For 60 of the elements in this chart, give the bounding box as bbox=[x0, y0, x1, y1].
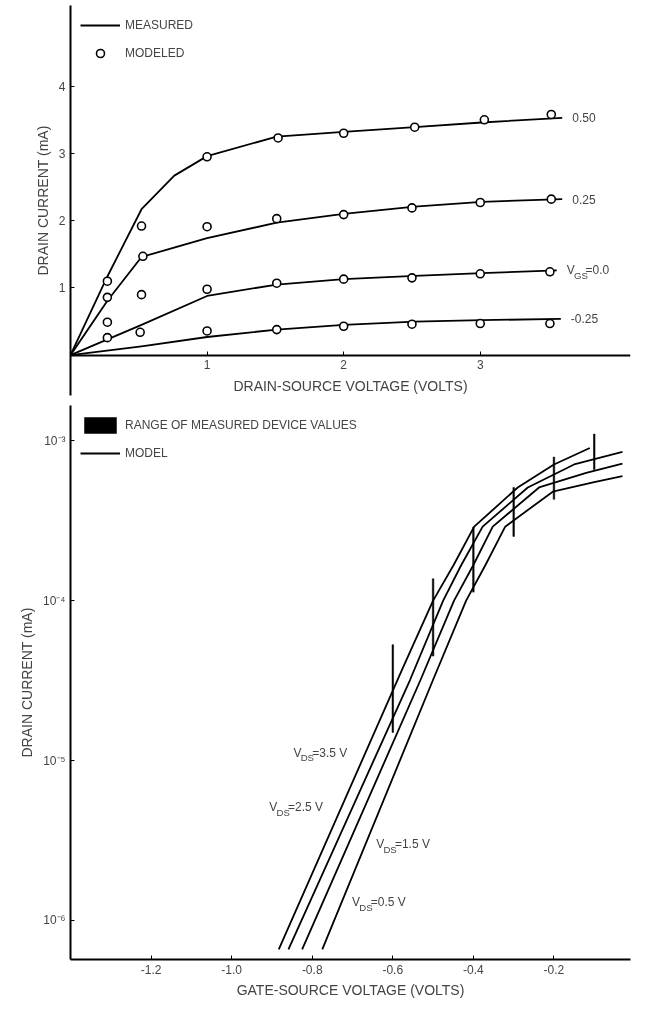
y-tick-label: 3 bbox=[58, 146, 66, 161]
legend-label: MODELED bbox=[125, 46, 185, 60]
annotation: -0.25 bbox=[570, 312, 599, 327]
point bbox=[102, 317, 113, 327]
point bbox=[338, 209, 349, 220]
annotation: 0.50 bbox=[572, 111, 596, 126]
point bbox=[546, 109, 557, 120]
y-tick-label: 4 bbox=[58, 79, 66, 94]
point bbox=[102, 276, 113, 286]
legend-label: RANGE OF MEASURED DEVICE VALUES bbox=[125, 418, 357, 432]
y-tick-label: 10⁻⁵ bbox=[43, 753, 66, 768]
point bbox=[102, 332, 113, 343]
point bbox=[202, 326, 212, 336]
x-tick-label: -0.2 bbox=[543, 962, 565, 977]
legend-label: MEASURED bbox=[125, 18, 194, 32]
y-tick-label: 2 bbox=[58, 214, 66, 229]
point bbox=[338, 128, 349, 139]
point bbox=[407, 273, 417, 283]
point bbox=[136, 289, 147, 300]
y-tick-label: 10⁻⁶ bbox=[43, 913, 66, 928]
x-axis-title: GATE-SOURCE VOLTAGE (VOLTS) bbox=[236, 981, 465, 998]
point bbox=[271, 324, 282, 335]
point bbox=[545, 318, 555, 329]
y-axis-title: DRAIN CURRENT (mA) bbox=[34, 125, 51, 276]
point bbox=[271, 213, 282, 224]
legend-label: MODEL bbox=[125, 446, 168, 460]
y-tick-label: 1 bbox=[58, 281, 66, 296]
point bbox=[135, 327, 145, 338]
point bbox=[475, 197, 486, 208]
point bbox=[407, 319, 417, 330]
point bbox=[202, 221, 212, 232]
x-tick-label: -0.8 bbox=[301, 962, 323, 977]
point bbox=[202, 152, 212, 162]
x-tick-label: -1.2 bbox=[140, 962, 162, 977]
x-tick-label: 1 bbox=[203, 358, 211, 373]
point bbox=[479, 115, 490, 125]
point bbox=[475, 318, 486, 329]
point bbox=[409, 122, 420, 132]
point bbox=[546, 194, 557, 204]
point bbox=[102, 292, 113, 303]
point bbox=[407, 203, 417, 213]
x-tick-label: 3 bbox=[476, 358, 484, 373]
point bbox=[545, 266, 555, 277]
point bbox=[475, 269, 486, 279]
y-tick-label: 10⁻³ bbox=[44, 433, 66, 448]
annotation: 0.25 bbox=[572, 192, 596, 207]
point bbox=[138, 251, 148, 262]
x-tick-label: -1.0 bbox=[221, 962, 243, 977]
x-tick-label: -0.4 bbox=[463, 962, 485, 977]
point bbox=[338, 321, 349, 332]
x-tick-label: 2 bbox=[340, 358, 348, 373]
x-tick-label: -0.6 bbox=[382, 962, 404, 977]
point bbox=[338, 274, 349, 284]
point bbox=[273, 133, 283, 143]
point bbox=[202, 284, 212, 295]
x-axis-title: DRAIN-SOURCE VOLTAGE (VOLTS) bbox=[233, 377, 468, 394]
point bbox=[136, 221, 147, 231]
point bbox=[271, 278, 282, 288]
y-tick-label: 10⁻⁴ bbox=[43, 593, 66, 608]
y-axis-title: DRAIN CURRENT (mA) bbox=[19, 607, 35, 758]
